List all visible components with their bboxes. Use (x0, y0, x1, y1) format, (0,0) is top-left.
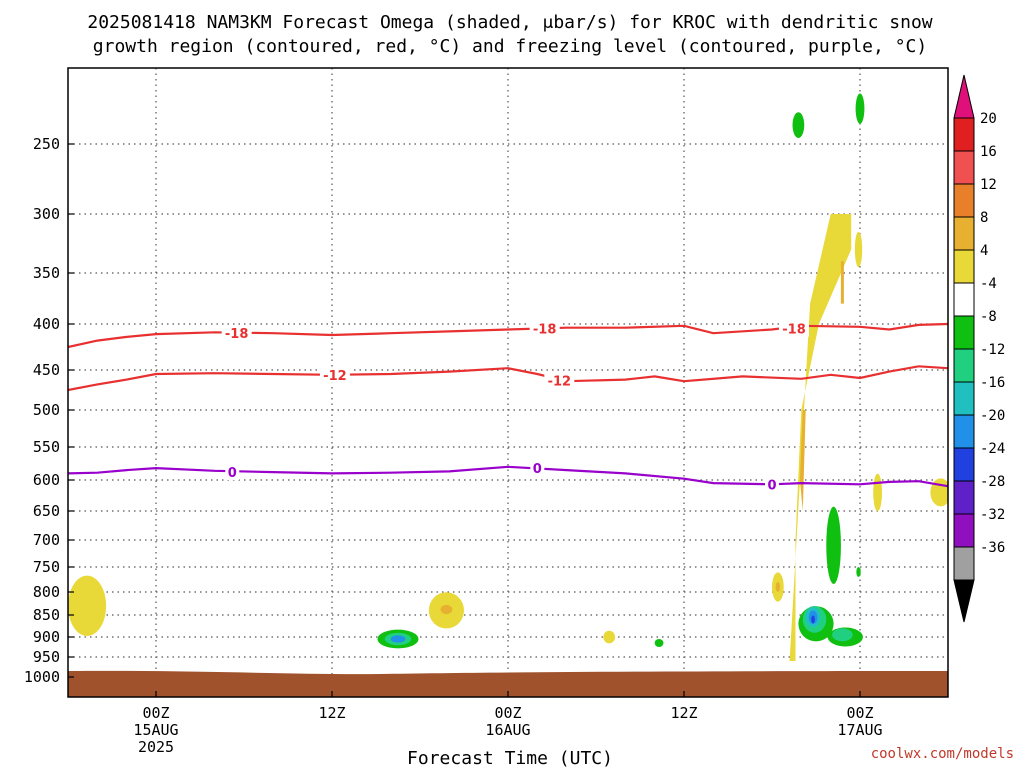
y-tick-label: 300 (33, 205, 60, 223)
colorbar-bin (953, 513, 975, 548)
y-tick-label: 450 (33, 361, 60, 379)
omega-region (603, 630, 616, 644)
contour-label-bg (779, 320, 809, 337)
colorbar-bin (953, 315, 975, 350)
omega-region (856, 567, 861, 577)
colorbar-bin (953, 348, 975, 383)
y-tick-label: 400 (33, 315, 60, 333)
contour-label-bg (221, 325, 252, 342)
y-tick-label: 850 (33, 606, 60, 624)
colorbar: 20 16 12 8 4 -4 -8 -12 -16 -20 -24 -28 -32 -36 (953, 74, 1005, 623)
colorbar-bin (953, 381, 975, 416)
x-tick-label: 17AUG (837, 721, 882, 739)
colorbar-label: -20 (980, 408, 1005, 424)
x-tick-label: 16AUG (485, 721, 530, 739)
colorbar-bin (953, 414, 975, 449)
contour-label-bg (765, 476, 779, 493)
omega-region (811, 615, 815, 624)
colorbar-label: -36 (980, 540, 1005, 556)
omega-region (854, 231, 863, 268)
plot-area: -18 -18 -18 -12 -12 0 0 0 250 300 350 400 450 500 550 6… (24, 67, 949, 756)
x-tick-label: 12Z (670, 704, 697, 722)
x-tick-label: 00Z (142, 704, 169, 722)
colorbar-bin (953, 447, 975, 482)
credit-text: coolwx.com/models (871, 746, 1014, 762)
contour-label: -12 (323, 369, 347, 384)
omega-region (440, 604, 453, 615)
omega-region (775, 582, 781, 592)
chart-title-line-2: growth region (contoured, red, °C) and f… (93, 36, 927, 57)
y-tick-label: 350 (33, 264, 60, 282)
contour-label-bg (530, 460, 545, 477)
omega-region (826, 506, 841, 584)
colorbar-bin (953, 546, 975, 581)
omega-region (832, 628, 853, 642)
contour-label: 0 (767, 478, 776, 493)
contour-label: -18 (782, 323, 806, 338)
y-tick-label: 800 (33, 583, 60, 601)
contour-label: 0 (533, 462, 542, 477)
colorbar-label: 4 (980, 243, 988, 259)
colorbar-bin (953, 249, 975, 284)
y-tick-label: 950 (33, 648, 60, 666)
y-tick-label: 550 (33, 438, 60, 456)
colorbar-bin (953, 150, 975, 185)
colorbar-bottom-arrow (953, 579, 975, 623)
colorbar-label: -16 (980, 375, 1005, 391)
colorbar-bin (953, 216, 975, 251)
x-tick-label: 00Z (846, 704, 873, 722)
y-tick-label: 250 (33, 135, 60, 153)
colorbar-label: -4 (980, 276, 997, 292)
plot-inner: -18 -18 -18 -12 -12 0 0 0 (68, 68, 948, 697)
ground-surface (68, 670, 948, 697)
omega-region (873, 473, 882, 512)
colorbar-label: -32 (980, 507, 1005, 523)
x-tick-label: 00Z (494, 704, 521, 722)
contour-label-bg (319, 366, 350, 383)
contour-label: -12 (548, 374, 572, 389)
contour-label-bg (529, 320, 560, 337)
colorbar-label: -12 (980, 342, 1005, 358)
y-tick-label: 500 (33, 401, 60, 419)
omega-region (68, 575, 107, 636)
y-tick-label: 750 (33, 558, 60, 576)
colorbar-label: -24 (980, 441, 1005, 457)
contour-label-bg (225, 464, 240, 481)
contour-label: 0 (228, 466, 237, 481)
contour-label: -18 (225, 327, 249, 342)
y-tick-label: 650 (33, 502, 60, 520)
omega-region (792, 112, 805, 139)
colorbar-label: 8 (980, 210, 988, 226)
contour-label-bg (544, 372, 575, 389)
x-axis-label: Forecast Time (UTC) (407, 748, 613, 768)
colorbar-top-arrow (953, 74, 975, 119)
y-tick-label: 1000 (24, 668, 60, 686)
omega-region (654, 639, 664, 647)
contour-label: -18 (533, 323, 557, 338)
x-tick-label: 15AUG (133, 721, 178, 739)
colorbar-label: -8 (980, 309, 997, 325)
y-tick-label: 900 (33, 628, 60, 646)
chart-title-line-1: 2025081418 NAM3KM Forecast Omega (shaded… (87, 12, 932, 33)
omega-region (799, 410, 806, 511)
x-tick-label: 2025 (138, 738, 174, 756)
omega-region (855, 93, 865, 124)
omega-region (840, 261, 844, 304)
colorbar-label: 12 (980, 177, 997, 193)
colorbar-label: 16 (980, 144, 997, 160)
colorbar-bin (953, 480, 975, 515)
colorbar-bin (953, 282, 975, 317)
colorbar-label: 20 (980, 111, 997, 127)
x-tick-label: 12Z (318, 704, 345, 722)
colorbar-bin (953, 117, 975, 152)
colorbar-bin (953, 183, 975, 218)
y-tick-label: 600 (33, 471, 60, 489)
colorbar-label: -28 (980, 474, 1005, 490)
y-tick-label: 700 (33, 531, 60, 549)
omega-region (390, 635, 406, 643)
